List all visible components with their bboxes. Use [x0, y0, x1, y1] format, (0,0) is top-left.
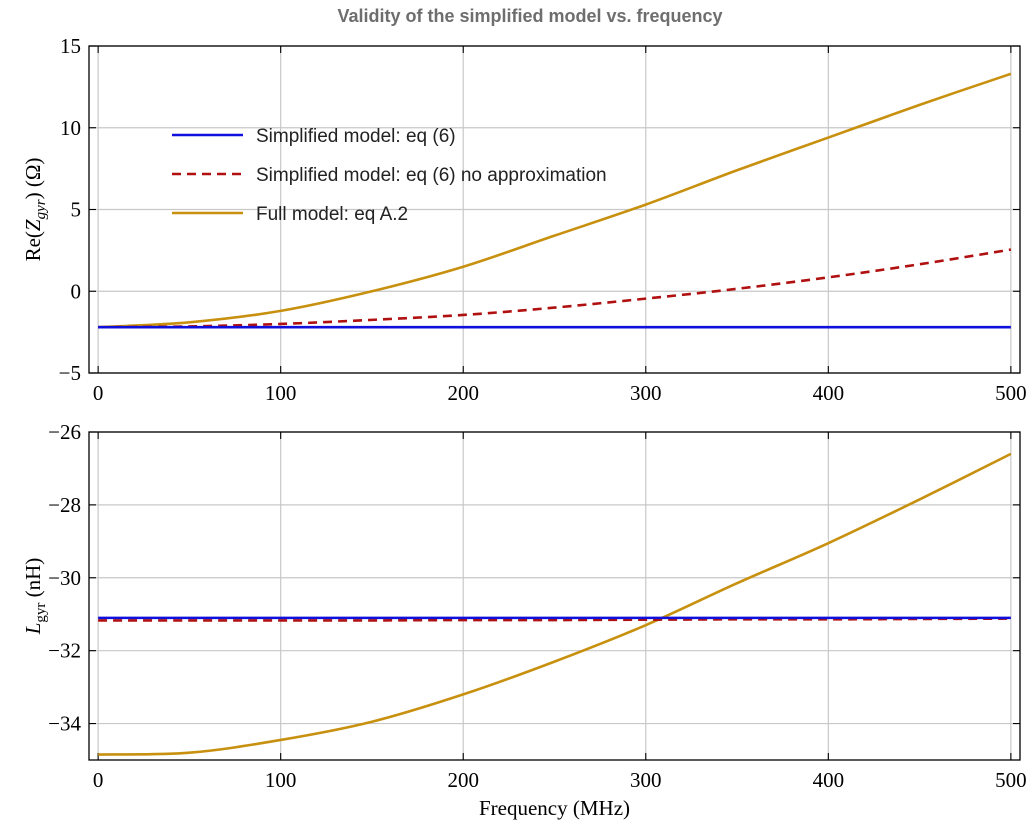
x-tick-label: 300 — [630, 381, 662, 405]
legend-label: Simplified model: eq (6) no approximatio… — [256, 165, 607, 186]
y-axis-label-symbol: Z — [21, 219, 45, 231]
x-tick-label: 400 — [813, 381, 845, 405]
x-tick-label: 500 — [995, 768, 1027, 792]
y-tick-label: 10 — [60, 116, 81, 140]
x-tick-label: 200 — [447, 381, 479, 405]
y-tick-label: 5 — [71, 198, 82, 222]
y-tick-label: 15 — [60, 34, 81, 58]
x-tick-label: 100 — [265, 381, 297, 405]
x-tick-label: 0 — [93, 768, 104, 792]
x-tick-label: 100 — [265, 768, 297, 792]
x-tick-label: 300 — [630, 768, 662, 792]
y-tick-label: −32 — [48, 639, 81, 663]
y-axis-label-prefix: Re( — [21, 231, 45, 261]
y-axis-label: Lgyr (nH) — [21, 558, 49, 636]
series-line-full-model — [98, 452, 1012, 756]
y-axis-label-suffix: (nH) — [21, 558, 45, 603]
series-line-full-model — [98, 72, 1012, 329]
re-z-panel: 0 100 200 300 400 500 −5 0 5 10 15 Re(Zgyr) (Ω) — [21, 34, 1027, 405]
y-tick-label: −5 — [59, 361, 81, 385]
y-axis-label-subscript: gyr — [33, 199, 49, 219]
legend-label: Full model: eq A.2 — [256, 204, 408, 225]
y-tick-label: 0 — [71, 279, 82, 303]
y-tick-label: −30 — [48, 566, 81, 590]
series-line-simplified-no-approx — [98, 248, 1012, 329]
y-tick-label: −26 — [48, 420, 81, 444]
l-gyr-panel: 0 100 200 300 400 500 −34 −32 −30 −28 −26 Lgyr (nH)… — [21, 420, 1027, 820]
legend-label: Simplified model: eq (6) — [256, 126, 456, 147]
x-tick-label: 200 — [447, 768, 479, 792]
x-tick-label: 500 — [995, 381, 1027, 405]
x-tick-label: 400 — [813, 768, 845, 792]
y-axis-label: Re(Zgyr) (Ω) — [21, 158, 49, 262]
plot-frame — [88, 431, 1021, 761]
y-axis-label-suffix: ) (Ω) — [21, 158, 45, 200]
y-axis-label-subscript: gyr — [33, 603, 49, 623]
y-tick-label: −28 — [48, 493, 81, 517]
x-tick-label: 0 — [93, 381, 104, 405]
legend: Simplified model: eq (6) Simplified model… — [172, 126, 607, 225]
chart-title: Validity of the simplified model vs. fre… — [337, 6, 722, 26]
y-axis-label-symbol: L — [21, 623, 45, 636]
y-tick-label: −34 — [48, 712, 81, 736]
x-axis-label: Frequency (MHz) — [479, 796, 630, 820]
series-line-simplified-no-approx — [98, 617, 1011, 622]
